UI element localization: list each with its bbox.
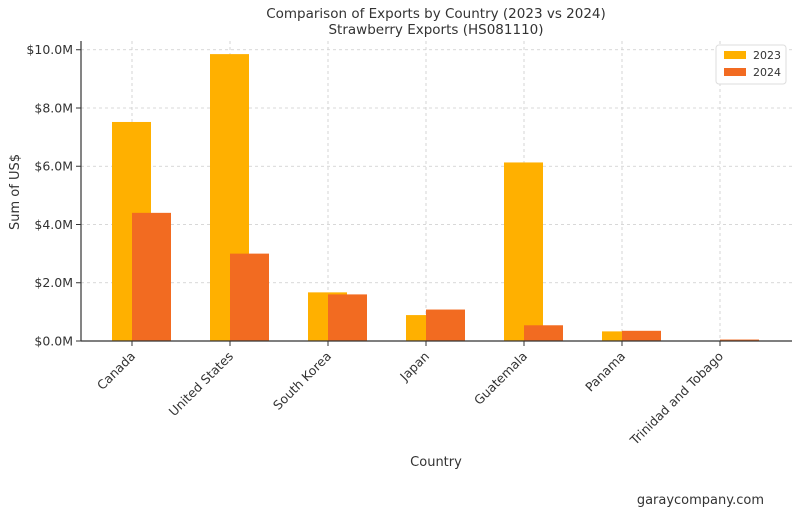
x-tick-label: South Korea: [270, 349, 334, 413]
y-tick-label: $4.0M: [34, 217, 73, 232]
legend-label-2024: 2024: [753, 66, 781, 79]
bar-2024-guatemala: [524, 325, 563, 341]
x-tick-label: Panama: [582, 349, 628, 395]
bars: [112, 54, 759, 341]
x-axis-ticks: Canada United States South Korea Japan Guate…: [94, 341, 726, 448]
bar-2024-south-korea: [328, 294, 367, 341]
bar-2023-panama: [602, 331, 641, 341]
bar-2024-trinidad-and-tobago: [720, 339, 759, 341]
bar-2024-united-states: [230, 253, 269, 341]
legend: 2023 2024: [715, 44, 787, 85]
x-tick-label: Canada: [94, 349, 138, 393]
x-tick-label: Guatemala: [471, 349, 530, 408]
legend-swatch-2024: [724, 68, 746, 76]
bar-2023-guatemala: [504, 162, 543, 341]
legend-swatch-2023: [724, 51, 746, 59]
y-tick-label: $0.0M: [34, 334, 73, 349]
bar-2024-japan: [426, 309, 465, 341]
grid-lines: [81, 41, 792, 342]
bar-2024-canada: [132, 212, 171, 341]
x-tick-label: Trinidad and Tobago: [626, 349, 726, 449]
y-axis-ticks: $0.0M $2.0M $4.0M $6.0M $8.0M $10.0M: [26, 42, 81, 349]
y-tick-label: $2.0M: [34, 275, 73, 290]
y-tick-label: $8.0M: [34, 100, 73, 115]
y-tick-label: $10.0M: [26, 42, 73, 57]
bar-2024-panama: [622, 330, 661, 341]
x-axis-title: Country: [410, 455, 462, 470]
x-tick-label: United States: [166, 349, 236, 419]
watermark: garaycompany.com: [637, 493, 764, 508]
chart-subtitle: Strawberry Exports (HS081110): [328, 22, 543, 38]
chart-title: Comparison of Exports by Country (2023 v…: [266, 6, 606, 22]
y-axis-title: Sum of US$: [8, 154, 23, 230]
y-tick-label: $6.0M: [34, 159, 73, 174]
x-tick-label: Japan: [396, 349, 432, 385]
legend-label-2023: 2023: [753, 49, 781, 62]
